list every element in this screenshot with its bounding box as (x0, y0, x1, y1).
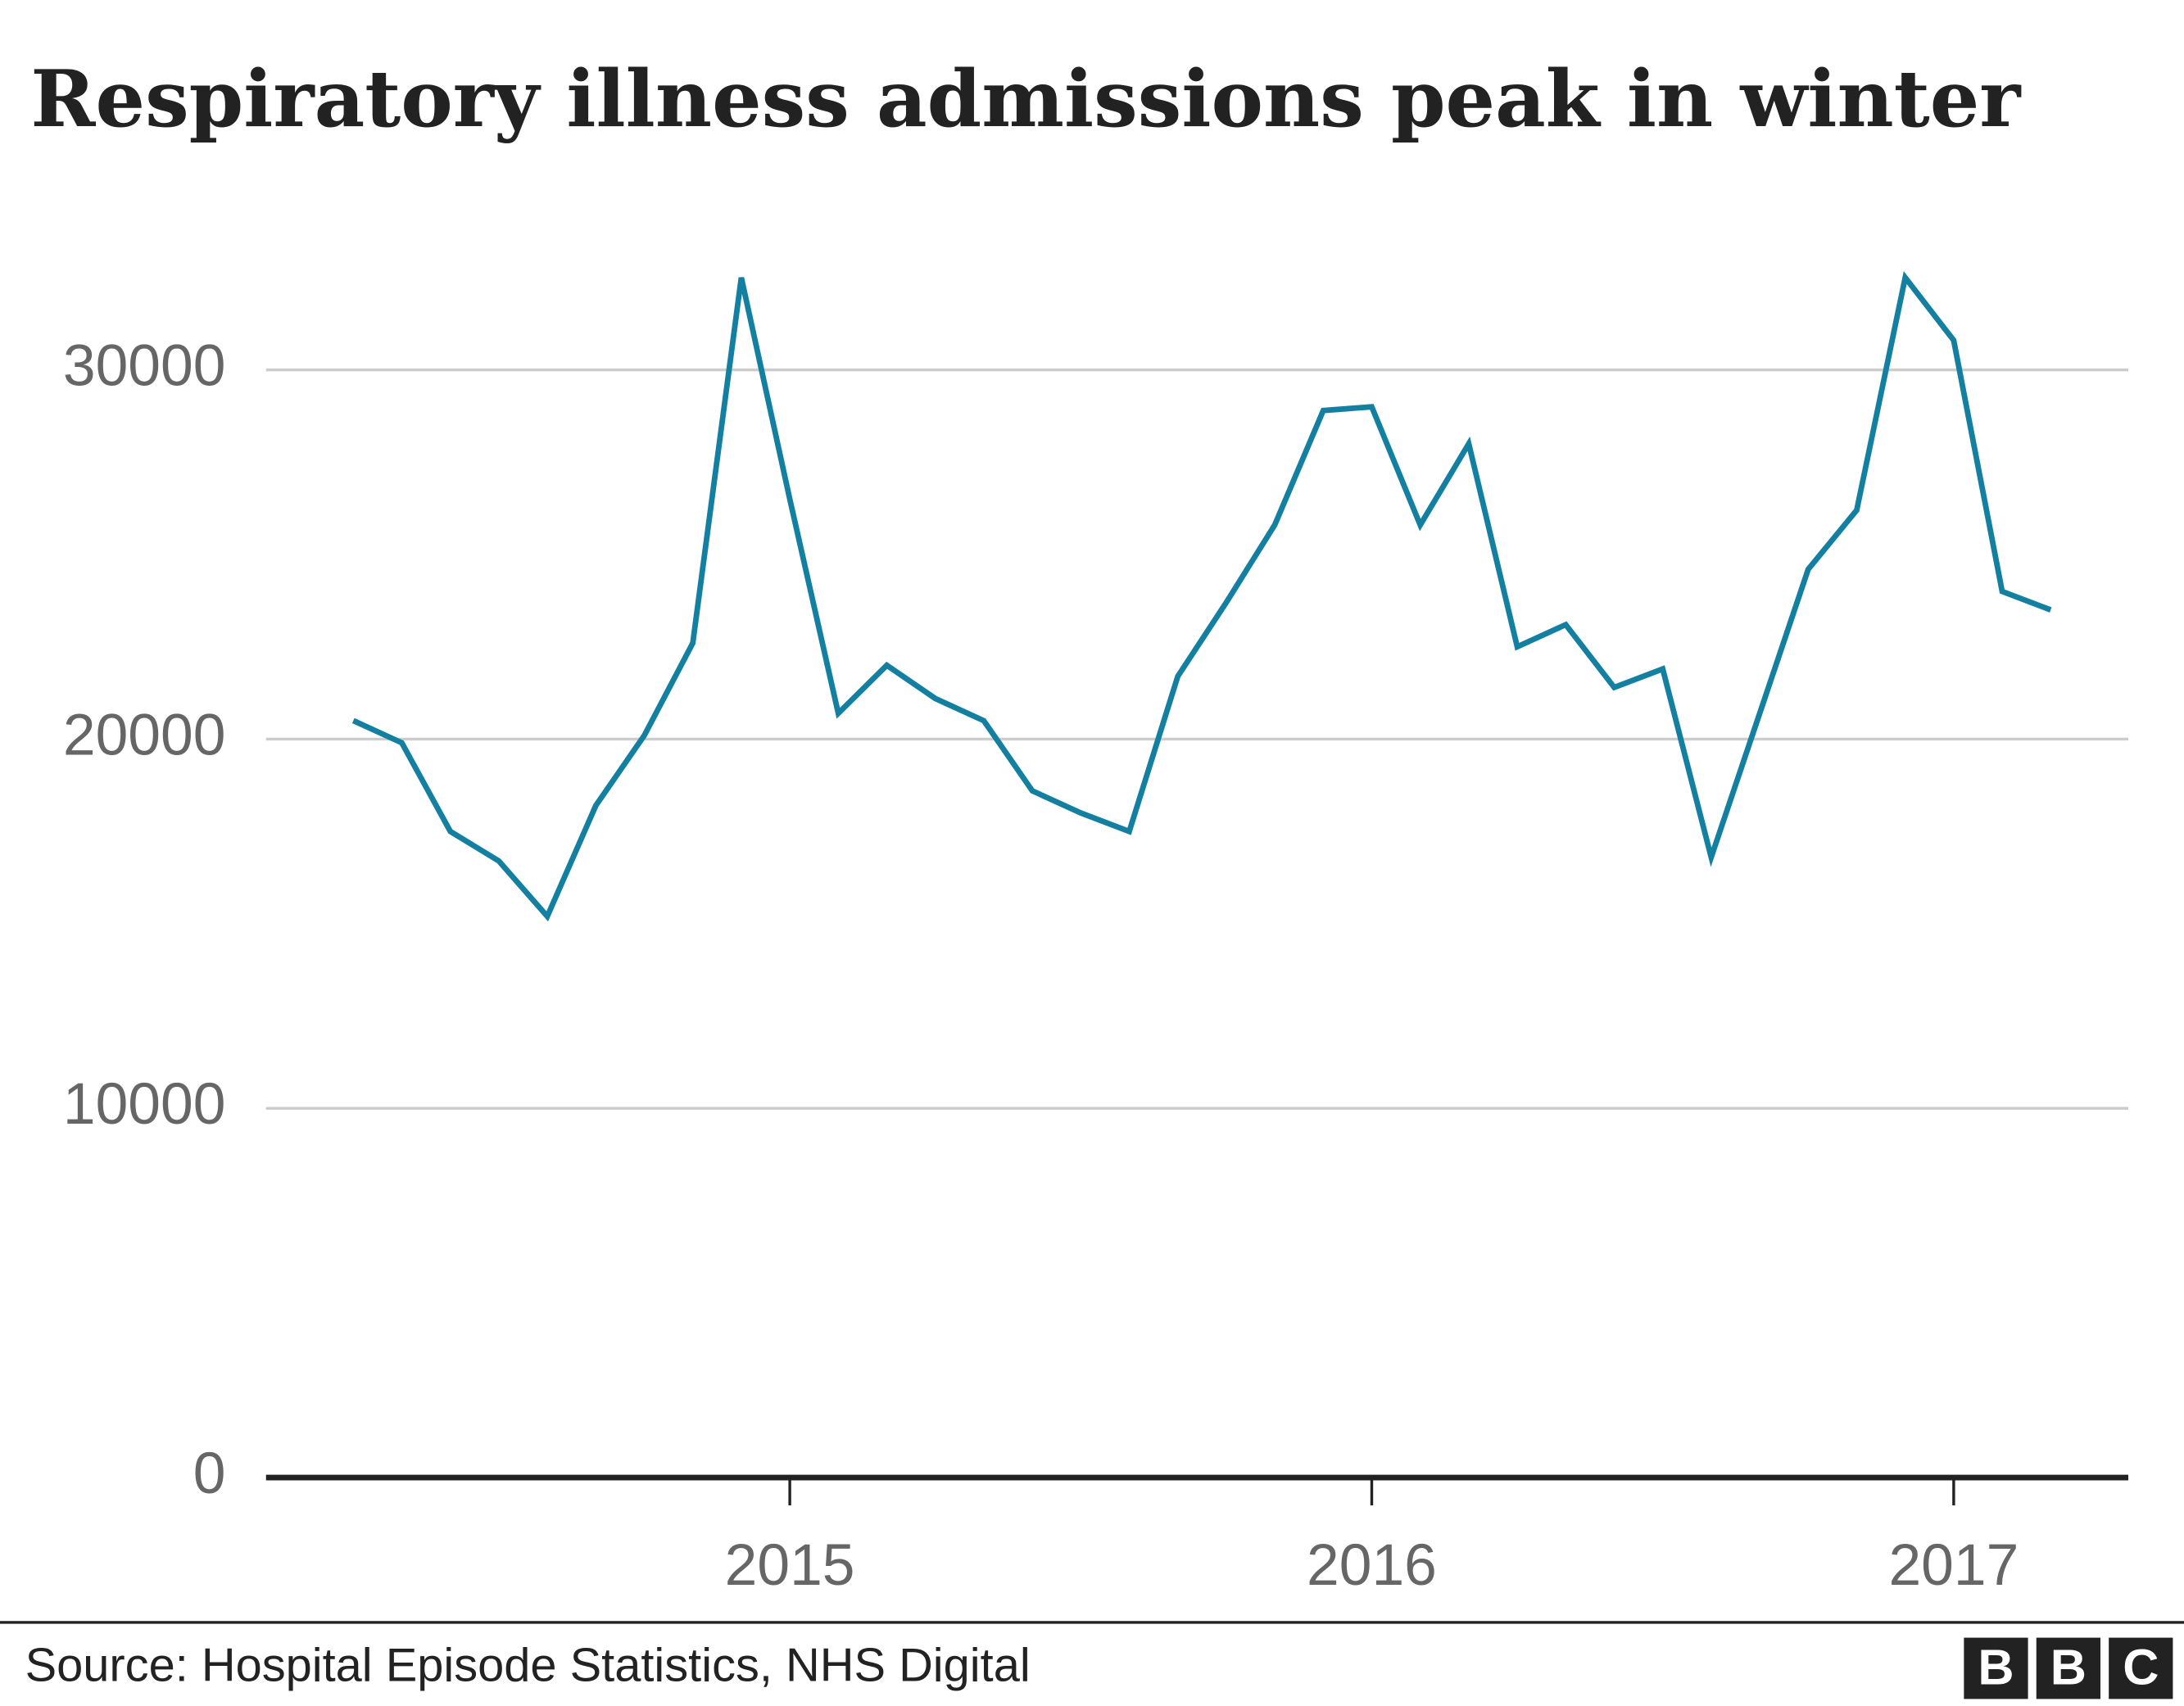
logo-letter: B (1978, 1640, 2014, 1695)
logo-letter: B (2050, 1640, 2087, 1695)
x-tick-label: 2015 (725, 1532, 855, 1598)
line-series (351, 271, 2052, 922)
chart-title: Respiratory illness admissions peak in w… (30, 54, 2022, 145)
logo-box (2036, 1637, 2100, 1699)
source: Source: Hospital Episode Statistics, NHS… (25, 1639, 1031, 1691)
y-tick-label: 0 (193, 1441, 226, 1506)
y-tick-label: 10000 (63, 1071, 226, 1137)
logo-box (1964, 1637, 2028, 1699)
logo-box (2109, 1637, 2173, 1699)
x-tick-label: 2017 (1888, 1532, 2019, 1598)
logo-letter: C (2123, 1640, 2159, 1695)
y-tick-label: 20000 (63, 702, 226, 767)
y-tick-label: 30000 (63, 333, 226, 398)
x-tick-label: 2016 (1307, 1532, 1437, 1598)
